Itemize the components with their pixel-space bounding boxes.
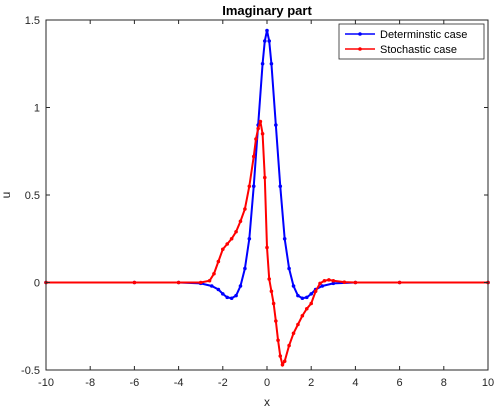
data-point bbox=[318, 281, 322, 286]
data-point bbox=[256, 126, 260, 131]
data-point bbox=[269, 289, 274, 294]
data-point bbox=[278, 354, 283, 358]
data-point bbox=[331, 281, 336, 286]
data-point bbox=[198, 280, 203, 285]
data-point bbox=[296, 322, 300, 327]
data-point bbox=[221, 292, 225, 296]
data-point bbox=[225, 295, 230, 300]
data-point bbox=[287, 343, 291, 348]
data-point bbox=[265, 28, 269, 33]
legend-marker bbox=[358, 47, 362, 51]
x-tick-label: 4 bbox=[352, 377, 358, 389]
legend-marker bbox=[358, 32, 362, 36]
data-point bbox=[238, 219, 243, 224]
data-point bbox=[216, 287, 221, 292]
data-point bbox=[274, 319, 278, 323]
data-point bbox=[280, 362, 285, 367]
y-tick-label: 0.5 bbox=[25, 190, 40, 202]
x-tick-label: -8 bbox=[85, 377, 95, 389]
data-point bbox=[221, 247, 225, 252]
data-point bbox=[207, 278, 212, 283]
x-axis-label: x bbox=[264, 395, 270, 409]
data-point bbox=[353, 280, 358, 285]
legend-label: Stochastic case bbox=[380, 44, 457, 56]
plot-area bbox=[46, 20, 488, 370]
data-point bbox=[254, 137, 258, 141]
data-point bbox=[238, 284, 243, 288]
data-point bbox=[243, 207, 247, 211]
data-point bbox=[304, 306, 309, 311]
data-point bbox=[313, 289, 318, 294]
data-point bbox=[271, 301, 276, 306]
data-point bbox=[260, 131, 265, 136]
data-point bbox=[251, 154, 256, 159]
data-point bbox=[300, 313, 305, 318]
legend: Determinstic case Stochastic case bbox=[338, 23, 485, 60]
data-point bbox=[282, 236, 287, 241]
data-point bbox=[260, 61, 265, 66]
data-point bbox=[267, 277, 272, 281]
data-point bbox=[320, 284, 325, 288]
legend-box bbox=[338, 23, 485, 60]
x-tick-label: -2 bbox=[218, 377, 228, 389]
data-point bbox=[327, 278, 331, 282]
data-point bbox=[267, 39, 272, 43]
data-point bbox=[309, 292, 314, 296]
data-point bbox=[309, 301, 314, 306]
x-tick-label: -10 bbox=[38, 377, 54, 389]
data-point bbox=[269, 61, 274, 66]
x-tick-label: 0 bbox=[264, 377, 270, 389]
data-point bbox=[229, 296, 234, 301]
data-point bbox=[282, 359, 287, 364]
data-point bbox=[274, 123, 278, 127]
data-point bbox=[287, 266, 291, 271]
x-tick-label: 10 bbox=[482, 377, 494, 389]
data-point bbox=[258, 119, 263, 124]
data-point bbox=[247, 184, 252, 189]
data-point bbox=[247, 236, 252, 241]
x-tick-label: 2 bbox=[308, 377, 314, 389]
data-point bbox=[225, 242, 230, 246]
data-point bbox=[265, 245, 269, 250]
data-point bbox=[331, 278, 336, 283]
data-point bbox=[296, 293, 300, 298]
data-point bbox=[300, 296, 305, 301]
y-tick-label: 1 bbox=[34, 103, 40, 115]
data-point bbox=[342, 280, 347, 284]
x-tick-label: 6 bbox=[397, 377, 403, 389]
y-tick-label: 0 bbox=[34, 278, 40, 290]
data-point bbox=[234, 229, 238, 234]
chart-title: Imaginary part bbox=[222, 3, 312, 18]
data-point bbox=[234, 293, 238, 298]
data-point bbox=[278, 184, 283, 189]
data-point bbox=[322, 278, 327, 283]
data-point bbox=[291, 331, 296, 336]
series-1 bbox=[44, 119, 490, 368]
data-point bbox=[276, 338, 280, 343]
data-point bbox=[216, 259, 221, 264]
data-point bbox=[262, 175, 267, 180]
data-point bbox=[304, 295, 309, 300]
legend-label: Determinstic case bbox=[380, 29, 467, 41]
series-layer bbox=[44, 28, 490, 368]
y-tick-label: -0.5 bbox=[21, 365, 40, 377]
data-point bbox=[176, 280, 181, 285]
data-point bbox=[209, 284, 214, 288]
y-tick-label: 1.5 bbox=[25, 15, 40, 27]
x-tick-label: 8 bbox=[441, 377, 447, 389]
data-point bbox=[243, 266, 247, 271]
x-tick-label: -6 bbox=[130, 377, 140, 389]
data-point bbox=[229, 236, 234, 241]
data-point bbox=[212, 271, 216, 276]
tick-layer: -10 -8 -6 -4 -2 0 2 4 6 8 10 -0.5 0 0.5 1 1.5 bbox=[21, 15, 494, 389]
data-point bbox=[251, 184, 256, 189]
data-point bbox=[132, 280, 137, 285]
data-point bbox=[397, 280, 402, 285]
x-tick-label: -4 bbox=[174, 377, 184, 389]
data-point bbox=[291, 284, 296, 288]
y-axis-label: u bbox=[0, 192, 13, 199]
data-point bbox=[262, 39, 267, 43]
